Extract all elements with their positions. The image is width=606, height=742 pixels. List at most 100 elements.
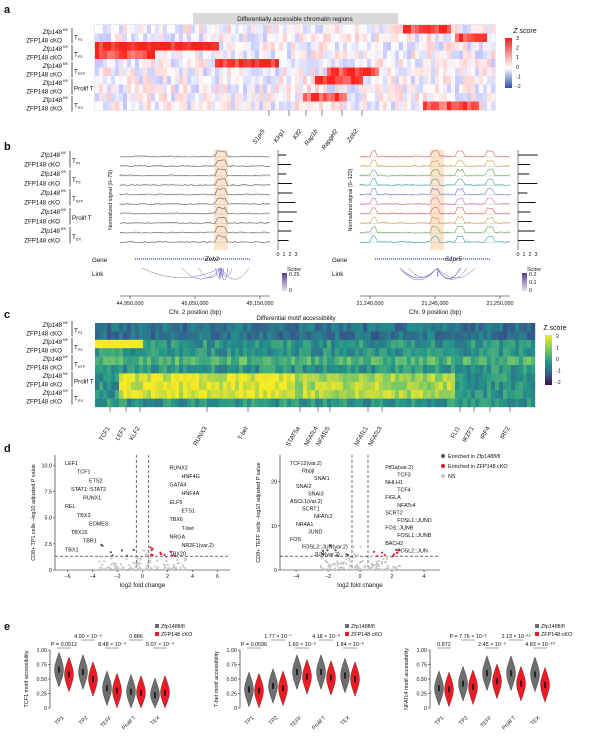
signal-track	[359, 225, 511, 234]
heatmap-cell	[383, 67, 388, 77]
heatmap-cell	[295, 348, 300, 357]
volcano-point	[167, 567, 170, 570]
heatmap-cell	[359, 398, 364, 408]
heatmap-cell	[443, 42, 448, 51]
y-tick-label: 0.50	[227, 677, 238, 683]
heatmap-cell	[423, 339, 428, 349]
heatmap-cell	[167, 398, 172, 408]
heatmap-cell	[335, 373, 340, 382]
heatmap-cell	[291, 348, 296, 357]
heatmap-cell	[243, 381, 248, 391]
heatmap-cell	[295, 33, 300, 43]
heatmap-cell	[487, 93, 492, 102]
heatmap-cell	[287, 50, 292, 60]
heatmap-cell	[243, 365, 248, 374]
heatmap-cell	[179, 42, 184, 51]
heatmap-cell	[435, 356, 440, 366]
heatmap-cell	[119, 76, 124, 85]
heatmap-cell	[491, 356, 496, 366]
heatmap-cell	[127, 76, 132, 85]
heatmap-cell	[175, 59, 180, 68]
heatmap-cell	[171, 398, 176, 408]
heatmap-cell	[435, 390, 440, 399]
heatmap-cell	[491, 76, 496, 85]
heatmap-cell	[179, 381, 184, 391]
p-value-label: 1.60 × 10⁻⁶	[288, 642, 316, 648]
volcano-point	[361, 560, 364, 563]
heatmap-cell	[447, 84, 452, 94]
heatmap-cell	[171, 356, 176, 366]
group-label: T	[74, 395, 78, 402]
volcano-point	[358, 561, 362, 564]
heatmap-cell	[531, 323, 536, 332]
heatmap-cell	[159, 76, 164, 85]
heatmap-cell	[375, 101, 380, 111]
heatmap-cell	[451, 398, 456, 408]
heatmap-cell	[451, 93, 456, 102]
heatmap-cell	[379, 67, 384, 77]
heatmap-cell	[107, 381, 112, 391]
heatmap-cell	[219, 365, 224, 374]
volcano-point	[336, 562, 339, 565]
volcano-point	[380, 560, 383, 564]
signal-track	[119, 197, 271, 205]
point-label: GATA4	[170, 483, 187, 489]
heatmap-cell	[171, 50, 176, 60]
heatmap-cell	[155, 356, 160, 366]
heatmap-cell	[227, 390, 232, 399]
heatmap-cell	[99, 381, 104, 391]
heatmap-cell	[151, 59, 156, 68]
heatmap-cell	[275, 42, 280, 51]
heatmap-cell	[491, 67, 496, 77]
heatmap-cell	[383, 339, 388, 349]
heatmap-cell	[239, 381, 244, 391]
heatmap-cell	[267, 356, 272, 366]
heatmap-cell	[187, 33, 192, 43]
heatmap-cell	[99, 390, 104, 399]
heatmap-cell	[223, 50, 228, 60]
heatmap-cell	[435, 93, 440, 102]
volcano-point	[110, 563, 113, 566]
row-label: ZFP148 cKO	[26, 38, 62, 45]
heatmap-cell	[227, 331, 232, 340]
heatmap-cell	[167, 331, 172, 340]
heatmap-cell	[503, 356, 508, 366]
heatmap-cell	[475, 323, 480, 332]
heatmap-cell	[259, 348, 264, 357]
heatmap-cell	[411, 323, 416, 332]
heatmap-cell	[115, 323, 120, 332]
heatmap-cell	[107, 323, 112, 332]
heatmap-cell	[247, 101, 252, 111]
heatmap-cell	[123, 76, 128, 85]
heatmap-cell	[327, 365, 332, 374]
heatmap-cell	[243, 398, 248, 408]
heatmap-cell	[163, 93, 168, 102]
heatmap-cell	[231, 398, 236, 408]
heatmap-cell	[523, 365, 528, 374]
heatmap-cell	[323, 365, 328, 374]
heatmap-cell	[223, 398, 228, 408]
heatmap-cell	[355, 356, 360, 366]
heatmap-cell	[439, 93, 444, 102]
heatmap-cell	[279, 348, 284, 357]
heatmap-cell	[339, 348, 344, 357]
heatmap-cell	[171, 101, 176, 111]
heatmap-cell	[463, 398, 468, 408]
heatmap-cell	[431, 101, 436, 111]
bar-tick: 0	[517, 252, 520, 258]
heatmap-cell	[359, 339, 364, 349]
heatmap-cell	[495, 381, 500, 391]
heatmap-cell	[115, 398, 120, 408]
heatmap-cell	[139, 348, 144, 357]
motif-label: STAT5a	[285, 425, 302, 448]
heatmap-cell	[315, 25, 320, 34]
volcano-point	[166, 563, 169, 566]
heatmap-cell	[227, 42, 232, 51]
heatmap-cell	[475, 398, 480, 408]
heatmap-cell	[247, 25, 252, 34]
heatmap-cell	[303, 373, 308, 382]
group-label-subscript: EX	[78, 106, 84, 110]
score-colorbar	[282, 273, 287, 291]
volcano-point	[363, 565, 366, 568]
heatmap-cell	[235, 348, 240, 357]
